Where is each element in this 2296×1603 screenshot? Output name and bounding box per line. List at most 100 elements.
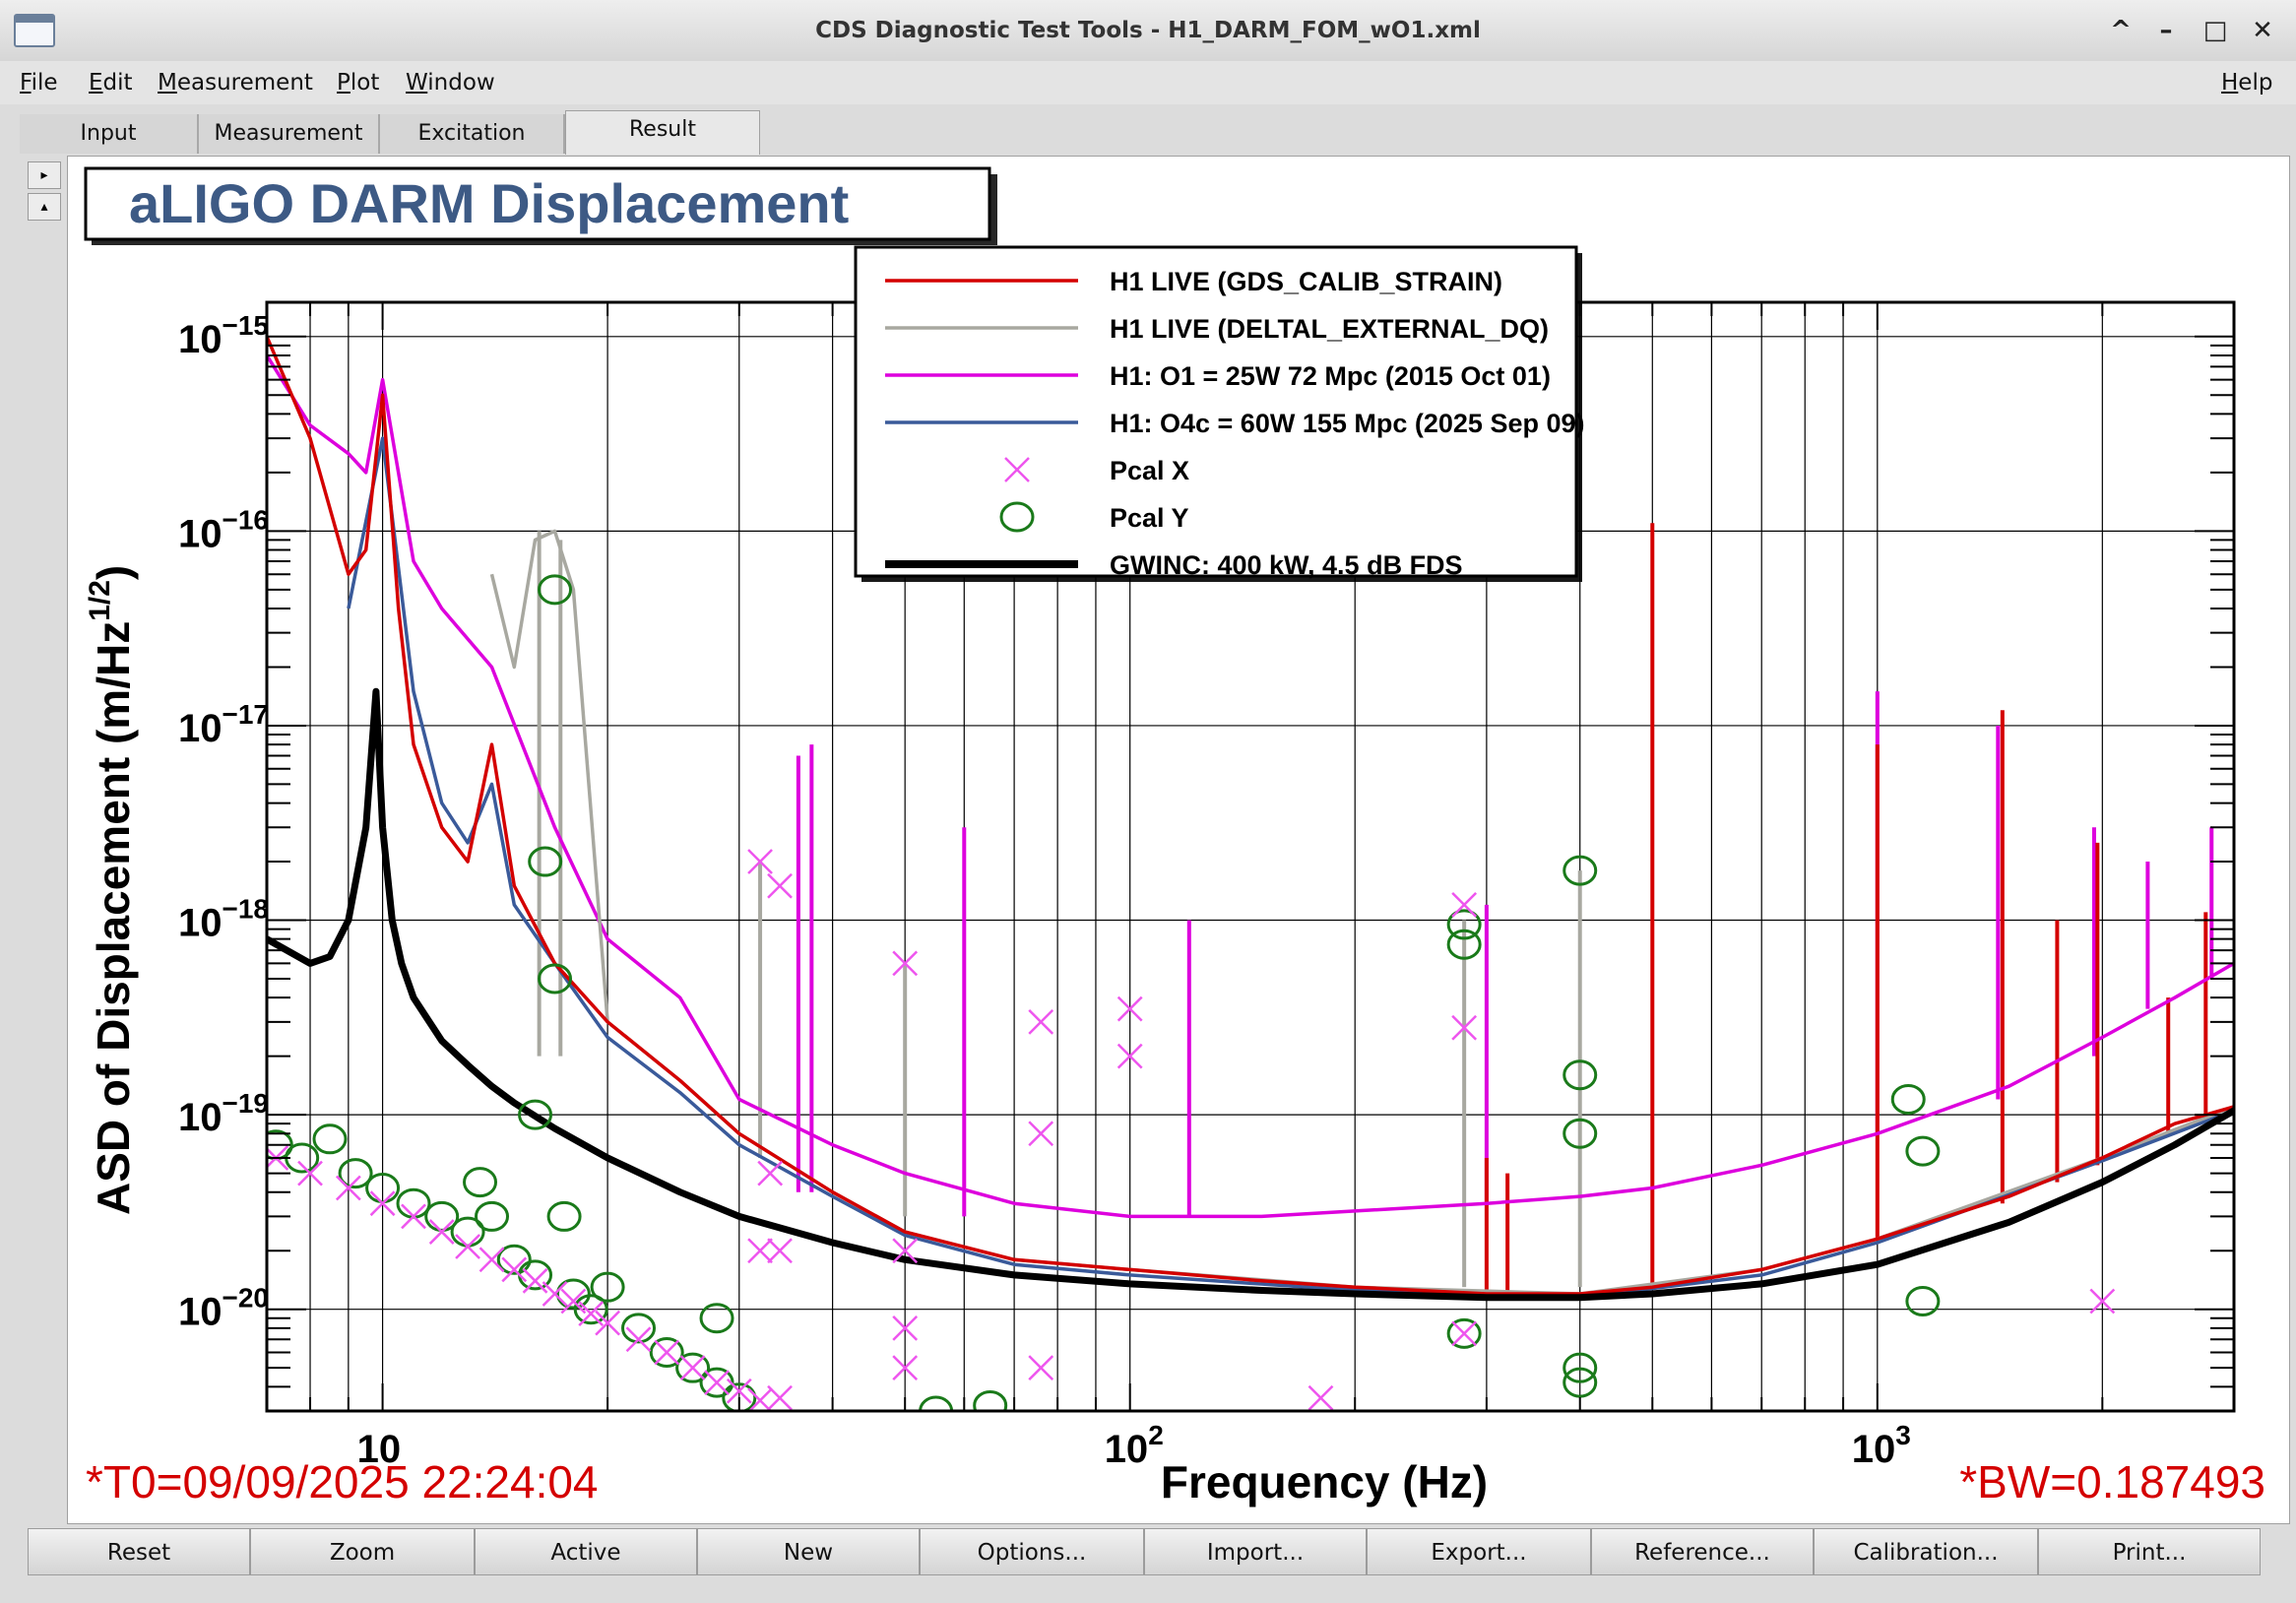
legend-entry-live_strain: H1 LIVE (GDS_CALIB_STRAIN) <box>885 267 1502 296</box>
chart-title: aLIGO DARM Displacement <box>129 172 849 234</box>
y-axis-label-main: ASD of Displacement (m/Hz <box>88 621 139 1215</box>
pcal-x-marker <box>401 1203 426 1230</box>
pcal-y-marker <box>699 1303 734 1334</box>
expand-right-arrow-icon[interactable]: ▸ <box>28 161 61 189</box>
export-button[interactable]: Export... <box>1367 1528 1591 1575</box>
pcal-x-marker <box>892 950 919 977</box>
app-window-icon[interactable] <box>14 14 55 47</box>
tab-input[interactable]: Input <box>20 114 199 154</box>
pcal-y-marker <box>546 1200 582 1232</box>
pcal-y-marker <box>722 1382 757 1411</box>
x-tick-label: 103 <box>1852 1420 1911 1471</box>
pcal-x-marker <box>2089 1288 2116 1314</box>
pcal-x-marker <box>625 1326 652 1353</box>
pcal-x-marker <box>1116 1043 1143 1069</box>
x-tick-label-base: 10 <box>357 1428 402 1471</box>
pcal-y-marker <box>555 1278 591 1310</box>
legend-entry-live_deltal: H1 LIVE (DELTAL_EXTERNAL_DQ) <box>885 314 1549 344</box>
y-tick-label-base: 10 <box>178 902 223 945</box>
x-tick-label-base: 10 <box>1105 1428 1149 1471</box>
title-box <box>84 166 991 241</box>
pcal-x-marker <box>704 1370 730 1396</box>
pcal-x-marker <box>726 1378 752 1404</box>
pcal-x-marker <box>1116 995 1143 1022</box>
minimize-button[interactable]: – <box>2159 16 2173 45</box>
tab-result[interactable]: Result <box>565 110 760 155</box>
reference-button[interactable]: Reference... <box>1591 1528 1814 1575</box>
pcal-x-marker <box>560 1288 587 1314</box>
y-tick-label-exponent: −15 <box>223 310 270 341</box>
menu-help[interactable]: Help <box>2221 70 2273 96</box>
pcal-y-marker <box>1905 1286 1941 1317</box>
x-tick-label-exponent: 3 <box>1895 1420 1911 1450</box>
pcal-y-marker <box>675 1352 711 1383</box>
menu-window[interactable]: Window <box>406 70 495 96</box>
pcal-x-marker <box>1028 1121 1054 1147</box>
close-button[interactable]: ✕ <box>2252 16 2273 45</box>
y-tick-label-exponent: −16 <box>223 504 270 535</box>
legend: H1 LIVE (GDS_CALIB_STRAIN) H1 LIVE (DELTA… <box>854 245 1584 582</box>
pcal-y-marker <box>1905 1135 1941 1167</box>
pcal-y-marker <box>1563 1118 1598 1149</box>
menu-measurement[interactable]: Measurement <box>158 70 313 96</box>
pcal-x-marker <box>369 1190 396 1217</box>
pcal-y-marker <box>1890 1083 1926 1115</box>
pcal-x-marker <box>747 849 773 874</box>
pcal-y-marker <box>590 1271 625 1303</box>
legend-entry-o4c: H1: O4c = 60W 155 Mpc (2025 Sep 09) <box>885 409 1584 438</box>
plot-panel[interactable]: 10−15 10−16 10−17 10−18 10−19 10−20 10 102 103 a… <box>67 156 2290 1524</box>
tab-measurement[interactable]: Measurement <box>199 114 380 154</box>
collapse-up-arrow-icon[interactable]: ▴ <box>28 193 61 221</box>
options-button[interactable]: Options... <box>920 1528 1144 1575</box>
x-axis-label: Frequency (Hz) <box>1161 1456 1488 1507</box>
pcal-y-marker <box>649 1337 684 1369</box>
pcal-x-marker <box>501 1256 528 1283</box>
pcal-x-marker <box>679 1355 706 1381</box>
pcal-x-marker <box>654 1339 680 1366</box>
legend-entry-o1: H1: O1 = 25W 72 Mpc (2015 Oct 01) <box>885 361 1551 391</box>
menu-plot[interactable]: Plot <box>337 70 380 96</box>
import-button[interactable]: Import... <box>1144 1528 1367 1575</box>
y-tick-label: 10−15 <box>178 310 269 361</box>
y-axis-label-exponent: 1/2 <box>84 580 116 621</box>
print-button[interactable]: Print... <box>2038 1528 2261 1575</box>
tab-bar: Input Measurement Excitation Result <box>0 104 2296 155</box>
pcal-y-marker <box>1446 929 1482 960</box>
bottom-toolbar: Reset Zoom Active New Options... Import.… <box>0 1524 2296 1603</box>
x-tick-label: 10 <box>357 1428 402 1471</box>
new-button[interactable]: New <box>697 1528 920 1575</box>
pcal-x-marker <box>1028 1355 1054 1381</box>
menu-file[interactable]: File <box>20 70 58 96</box>
pcal-x-marker <box>1451 1014 1478 1041</box>
menu-edit[interactable]: Edit <box>89 70 133 96</box>
pcal-x-marker <box>478 1247 505 1273</box>
shade-window-button[interactable]: ^ <box>2110 16 2132 45</box>
legend-label-live_deltal: H1 LIVE (DELTAL_EXTERNAL_DQ) <box>1110 314 1549 344</box>
pcal-x-marker <box>892 1238 919 1264</box>
y-tick-label-exponent: −18 <box>223 894 270 925</box>
pcal-y-marker <box>518 1099 553 1130</box>
pcal-y-marker <box>1563 1059 1598 1091</box>
y-tick-label: 10−19 <box>178 1088 269 1139</box>
y-tick-label: 10−17 <box>178 699 269 750</box>
legend-entry-pcal_y: Pcal Y <box>999 501 1189 533</box>
reset-button[interactable]: Reset <box>28 1528 250 1575</box>
pcal-y-marker <box>573 1294 608 1325</box>
calibration-button[interactable]: Calibration... <box>1814 1528 2038 1575</box>
pcal-x-marker <box>747 1238 773 1264</box>
active-button[interactable]: Active <box>475 1528 697 1575</box>
series-line-o4c <box>347 436 2234 1300</box>
t0-timestamp: *T0=09/09/2025 22:24:04 <box>86 1456 599 1507</box>
zoom-button[interactable]: Zoom <box>250 1528 475 1575</box>
pcal-x-marker <box>335 1175 361 1201</box>
tab-excitation[interactable]: Excitation <box>380 114 565 154</box>
y-tick-label-exponent: −20 <box>223 1283 270 1314</box>
pcal-y-marker <box>621 1313 657 1344</box>
menu-bar: File Edit Measurement Plot Window Help <box>0 61 2296 105</box>
pcal-x-marker <box>757 1160 784 1186</box>
y-tick-label-base: 10 <box>178 512 223 555</box>
maximize-button[interactable]: □ <box>2202 16 2228 45</box>
pcal-x-marker <box>428 1219 455 1245</box>
pcal-x-marker <box>1307 1384 1334 1411</box>
